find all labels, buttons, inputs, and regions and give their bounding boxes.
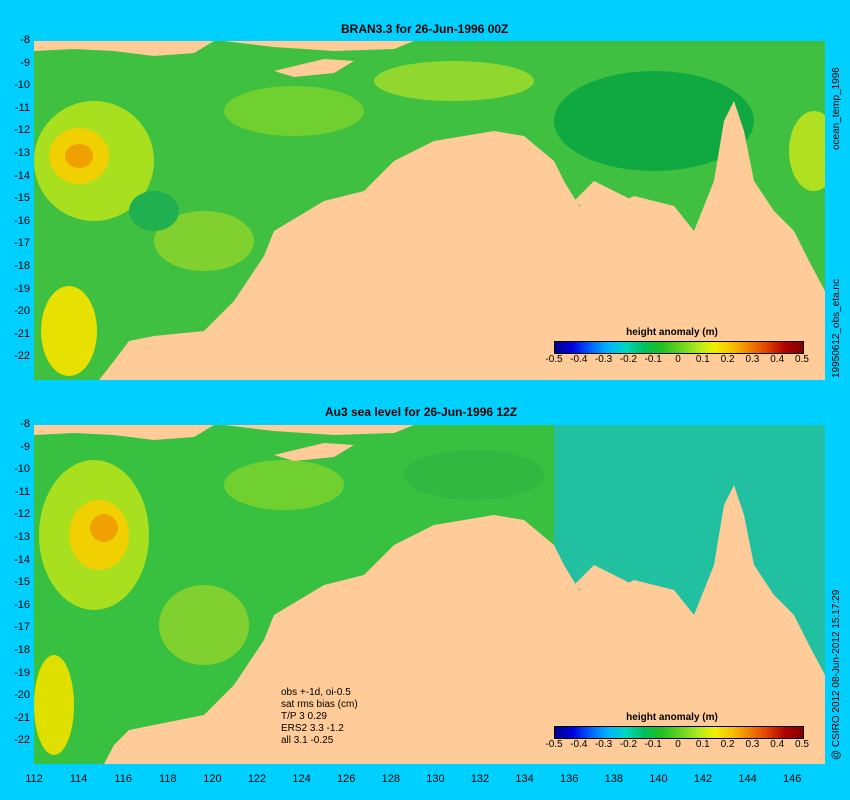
- lat-tick-label: -15: [14, 576, 30, 589]
- lon-tick-label: 134: [515, 773, 534, 785]
- lon-tick-label: 116: [114, 773, 132, 785]
- panel2-title: Au3 sea level for 26-Jun-1996 12Z: [325, 405, 518, 419]
- stats-line: sat rms bias (cm): [281, 699, 358, 710]
- panel1-title: BRAN3.3 for 26-Jun-1996 00Z: [341, 22, 509, 36]
- lon-tick-label: 142: [693, 773, 713, 785]
- lat-tick-label: -8: [20, 34, 30, 46]
- lat-tick-label: -13: [14, 147, 30, 159]
- stats-line: all 3.1 -0.25: [281, 735, 334, 746]
- panel2-map: [34, 425, 825, 764]
- lat-tick-label: -18: [14, 260, 30, 272]
- legend-title: height anomaly (m): [626, 712, 718, 723]
- panel1-field: [34, 41, 825, 380]
- lat-tick-label: -12: [14, 124, 30, 137]
- legend-tick: -0.5: [545, 354, 563, 365]
- lon-tick-label: 120: [203, 773, 222, 785]
- lon-tick-label: 122: [247, 773, 267, 785]
- lat-tick-label: -13: [14, 531, 30, 543]
- legend-ticks: -0.5 -0.4 -0.3 -0.2 -0.1 0 0.1 0.2 0.3 0…: [545, 354, 809, 366]
- legend-tick: 0.4: [770, 739, 785, 750]
- lat-tick-label: -12: [14, 508, 30, 521]
- lat-tick-label: -10: [14, 79, 30, 92]
- lon-tick-label: 138: [604, 773, 623, 785]
- stats-line: ERS2 3.3 -1.2: [281, 723, 344, 734]
- lat-tick-label: -11: [14, 101, 30, 114]
- legend-tick: 0.2: [720, 354, 735, 365]
- legend-tick: -0.3: [594, 739, 613, 750]
- lon-tick-label: 132: [470, 773, 490, 785]
- lat-tick-label: -21: [14, 327, 30, 340]
- legend-title: height anomaly (m): [626, 327, 718, 338]
- colorbar: [554, 726, 804, 739]
- lat-tick-label: -22: [14, 734, 30, 747]
- legend-tick: 0.3: [745, 739, 760, 750]
- legend-tick: -0.1: [644, 354, 662, 365]
- legend-tick: 0: [675, 354, 681, 365]
- legend-tick: -0.4: [570, 739, 588, 750]
- panel1-map: [34, 41, 825, 380]
- legend-ticks: -0.5 -0.4 -0.3 -0.2 -0.1 0 0.1 0.2 0.3 0…: [545, 739, 809, 751]
- legend-tick: 0.4: [770, 354, 785, 365]
- lat-tick-label: -9: [20, 440, 30, 453]
- lat-tick-label: -19: [14, 666, 30, 679]
- legend-tick: -0.2: [619, 739, 638, 750]
- lat-tick-label: -15: [14, 192, 30, 205]
- lat-tick-label: -20: [14, 305, 30, 318]
- panel1-legend: height anomaly (m) -0.5 -0.4 -0.3 -0.2 -…: [542, 327, 809, 366]
- lat-tick-label: -21: [14, 711, 30, 724]
- legend-tick: -0.1: [644, 739, 662, 750]
- lat-tick-label: -18: [14, 644, 30, 656]
- legend-tick: 0.1: [695, 739, 710, 750]
- legend-tick: 0.1: [695, 354, 710, 365]
- legend-tick: -0.3: [594, 354, 613, 365]
- lon-tick-label: 144: [738, 773, 757, 785]
- lat-tick-label: -14: [14, 169, 30, 182]
- obs-stats: obs +-1d, oi-0.5 sat rms bias (cm) T/P 3…: [281, 687, 358, 747]
- side-text-top: ocean_temp_1996: [831, 67, 842, 150]
- lon-tick-label: 130: [426, 773, 445, 785]
- legend-tick: 0.5: [795, 354, 809, 365]
- lon-tick-label: 146: [783, 773, 802, 785]
- legend-tick: 0.2: [720, 739, 735, 750]
- legend-tick: 0.3: [745, 354, 760, 365]
- lon-tick-label: 112: [25, 773, 43, 785]
- lon-tick-label: 118: [159, 773, 177, 785]
- lat-tick-label: -10: [14, 463, 30, 476]
- lat-tick-label: -14: [14, 553, 30, 566]
- lon-tick-label: 140: [649, 773, 668, 785]
- lon-tick-label: 114: [69, 773, 88, 785]
- lat-tick-label: -8: [20, 418, 30, 430]
- lat-tick-label: -16: [14, 598, 30, 611]
- lat-tick-label: -19: [14, 282, 30, 295]
- lon-tick-label: 126: [337, 773, 356, 785]
- lat-tick-label: -16: [14, 214, 30, 227]
- legend-tick: 0: [675, 739, 681, 750]
- stats-line: T/P 3 0.29: [281, 711, 327, 722]
- legend-tick: 0.5: [795, 739, 809, 750]
- legend-tick: -0.4: [570, 354, 588, 365]
- lat-tick-label: -17: [14, 237, 30, 250]
- legend-tick: -0.5: [545, 739, 563, 750]
- lat-tick-label: -17: [14, 621, 30, 634]
- lat-tick-label: -22: [14, 350, 30, 363]
- lon-tick-label: 128: [381, 773, 400, 785]
- lat-tick-label: -20: [14, 689, 30, 702]
- panel2-legend: height anomaly (m) -0.5 -0.4 -0.3 -0.2 -…: [542, 712, 809, 751]
- stats-line: obs +-1d, oi-0.5: [281, 687, 351, 698]
- side-text-mid: 19950612_obs_eta.nc: [831, 279, 842, 378]
- lon-tick-label: 124: [292, 773, 311, 785]
- lon-tick-label: 136: [560, 773, 579, 785]
- lat-tick-label: -11: [14, 485, 30, 498]
- lat-tick-label: -9: [20, 56, 30, 69]
- legend-tick: -0.2: [619, 354, 638, 365]
- side-text-bottom: @ CSIRO 2012 08-Jun-2012 15:17:29: [831, 589, 842, 760]
- panel2-field: [34, 425, 825, 764]
- colorbar: [554, 341, 804, 354]
